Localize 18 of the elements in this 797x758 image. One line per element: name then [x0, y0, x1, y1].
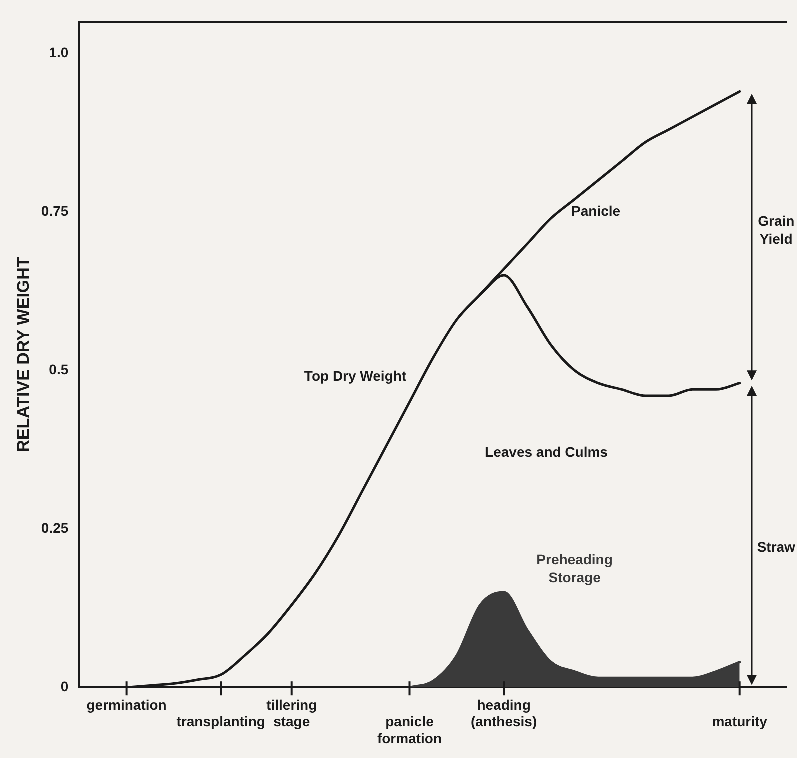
x-tick-label: panicle formation [377, 714, 442, 746]
y-tick-label: 0.25 [41, 520, 69, 536]
x-tick-label: maturity [712, 714, 768, 730]
x-tick-label: tillering stage [266, 696, 318, 730]
series-label: Top Dry Weight [304, 368, 407, 384]
text: Preheading Storage [536, 552, 613, 586]
annotation: Leaves and Culms [485, 444, 608, 460]
annotation: Straw [757, 539, 796, 555]
y-tick-label: 0 [60, 678, 69, 694]
y-tick-label: 0.5 [49, 362, 69, 378]
y-tick-label: 0.75 [41, 203, 69, 220]
y-tick-label: 1.0 [49, 44, 69, 61]
y-axis-title: RELATIVE DRY WEIGHT [14, 256, 33, 452]
annotation: Grain Yield [758, 213, 795, 248]
annotation: Panicle [572, 203, 621, 220]
x-tick-label: transplanting [176, 714, 266, 730]
x-tick-label: heading (anthesis) [470, 696, 538, 730]
x-tick-label: germination [86, 696, 167, 713]
